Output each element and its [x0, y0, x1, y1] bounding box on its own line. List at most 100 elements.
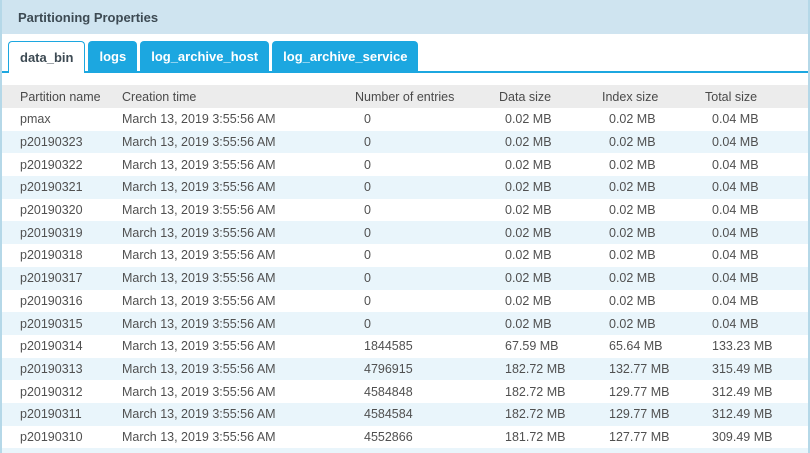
column-header: Index size — [587, 85, 690, 108]
table-cell: March 13, 2019 3:55:56 AM — [122, 384, 276, 399]
table-cell: 0 — [364, 112, 371, 127]
table-row: p20190311 March 13, 2019 3:55:56 AM 458458… — [2, 402, 808, 426]
table-cell: 0 — [364, 157, 371, 172]
table-cell: 182.72 MB — [505, 384, 566, 399]
tab-bar: data_bin logs log_archive_host log_archive_… — [2, 41, 808, 73]
table-cell: 0.02 MB — [609, 157, 656, 172]
table-cell: 0.02 MB — [505, 180, 552, 195]
table-cell: p20190312 — [20, 384, 83, 399]
table-cell: p20190318 — [20, 248, 83, 263]
table-cell: 0 — [364, 180, 371, 195]
table-cell: 129.77 MB — [609, 384, 670, 399]
table-cell: March 13, 2019 3:55:56 AM — [122, 180, 276, 195]
table-cell: March 13, 2019 3:55:56 AM — [122, 271, 276, 286]
tab-data_bin[interactable]: data_bin — [8, 41, 86, 73]
table-cell: March 13, 2019 3:55:56 AM — [122, 339, 276, 354]
table-cell: 4552866 — [364, 429, 413, 444]
panel-title: Partitioning Properties — [18, 9, 159, 25]
table-cell: 0 — [364, 316, 371, 331]
table-cell: 0 — [364, 225, 371, 240]
table-cell: 0.02 MB — [609, 248, 656, 263]
table-cell: 129.77 MB — [609, 407, 670, 422]
table-cell: p20190322 — [20, 157, 83, 172]
tab-logs[interactable]: logs — [88, 41, 138, 71]
table-cell: pmax — [20, 112, 51, 127]
table-row: p20190310 March 13, 2019 3:55:56 AM 455286… — [2, 425, 808, 449]
table-row: p20190312 March 13, 2019 3:55:56 AM 458484… — [2, 380, 808, 403]
table-cell: 67.59 MB — [505, 339, 559, 354]
table-cell: 0.02 MB — [505, 112, 552, 127]
table-cell: p20190323 — [20, 135, 83, 150]
table-cell: March 13, 2019 3:55:56 AM — [122, 135, 276, 150]
table-cell: March 13, 2019 3:55:56 AM — [122, 157, 276, 172]
table-cell: 0.04 MB — [712, 248, 759, 263]
table-cell: 0.04 MB — [712, 180, 759, 195]
table-cell: 0.04 MB — [712, 271, 759, 286]
table-cell: 0.02 MB — [505, 225, 552, 240]
table-cell: p20190315 — [20, 316, 83, 331]
table-cell: 0.02 MB — [609, 293, 656, 308]
table-cell: 4796915 — [364, 361, 413, 376]
table-cell: 0.04 MB — [712, 203, 759, 218]
table-cell: 0.02 MB — [505, 316, 552, 331]
table-cell: 309.49 MB — [712, 429, 773, 444]
table-cell: 182.72 MB — [505, 361, 566, 376]
table-cell: 0 — [364, 293, 371, 308]
table-cell: March 13, 2019 3:55:56 AM — [122, 112, 276, 127]
table-cell: 0.02 MB — [609, 316, 656, 331]
table-row: p20190316 March 13, 2019 3:55:56 AM 0 0.02 … — [2, 289, 808, 313]
table-cell: p20190313 — [20, 361, 83, 376]
table-row: p20190319 March 13, 2019 3:55:56 AM 0 0.02 … — [2, 221, 808, 245]
table-header-row: Partition name Creation time Number of ent… — [2, 85, 808, 108]
table-cell: 127.77 MB — [609, 429, 670, 444]
table-cell: 312.49 MB — [712, 384, 773, 399]
table-cell: 4584848 — [364, 384, 413, 399]
table-cell: 132.77 MB — [609, 361, 670, 376]
table-row: p20190321 March 13, 2019 3:55:56 AM 0 0.02 … — [2, 176, 808, 199]
table-cell: 0.04 MB — [712, 157, 759, 172]
table-cell: p20190314 — [20, 339, 83, 354]
table-cell: 0.02 MB — [609, 180, 656, 195]
table-cell: 0.02 MB — [609, 225, 656, 240]
column-header: Total size — [690, 85, 808, 108]
column-header: Partition name — [2, 85, 107, 108]
table-row: p20190322 March 13, 2019 3:55:56 AM 0 0.02 … — [2, 153, 808, 177]
table-cell: March 13, 2019 3:55:56 AM — [122, 225, 276, 240]
table-cell: 0 — [364, 248, 371, 263]
column-header: Number of entries — [342, 85, 482, 108]
table-cell: 315.49 MB — [712, 361, 773, 376]
table-row: p20190315 March 13, 2019 3:55:56 AM 0 0.02 … — [2, 312, 808, 335]
table-cell: 312.49 MB — [712, 407, 773, 422]
table-row: p20190317 March 13, 2019 3:55:56 AM 0 0.02 … — [2, 266, 808, 290]
column-header: Data size — [482, 85, 587, 108]
table-cell: March 13, 2019 3:55:56 AM — [122, 407, 276, 422]
table-cell: 0.04 MB — [712, 225, 759, 240]
table-cell: March 13, 2019 3:55:56 AM — [122, 429, 276, 444]
table-cell: March 13, 2019 3:55:56 AM — [122, 203, 276, 218]
tab-log_archive_service[interactable]: log_archive_service — [272, 41, 419, 71]
table-cell: 0.02 MB — [609, 135, 656, 150]
table-cell: 1844585 — [364, 339, 413, 354]
table-cell: 133.23 MB — [712, 339, 773, 354]
partial-next-row — [2, 448, 808, 453]
table-row: p20190323 March 13, 2019 3:55:56 AM 0 0.02 … — [2, 130, 808, 154]
table-cell: 0.02 MB — [505, 271, 552, 286]
table-cell: 65.64 MB — [609, 339, 663, 354]
table-cell: 0.04 MB — [712, 316, 759, 331]
table-cell: 181.72 MB — [505, 429, 566, 444]
column-header: Creation time — [107, 85, 342, 108]
table-cell: p20190310 — [20, 429, 83, 444]
table-cell: 4584584 — [364, 407, 413, 422]
table-cell: 0 — [364, 203, 371, 218]
table-cell: 0.04 MB — [712, 112, 759, 127]
table-cell: 0.02 MB — [609, 271, 656, 286]
table-cell: 0.02 MB — [505, 248, 552, 263]
table-cell: 0.02 MB — [505, 157, 552, 172]
table-cell: 0.04 MB — [712, 293, 759, 308]
table-row: p20190313 March 13, 2019 3:55:56 AM 479691… — [2, 357, 808, 381]
tab-log_archive_host[interactable]: log_archive_host — [140, 41, 270, 71]
table-row: pmax March 13, 2019 3:55:56 AM 0 0.02 MB 0.0… — [2, 108, 808, 131]
table-cell: 182.72 MB — [505, 407, 566, 422]
table-cell: 0 — [364, 271, 371, 286]
